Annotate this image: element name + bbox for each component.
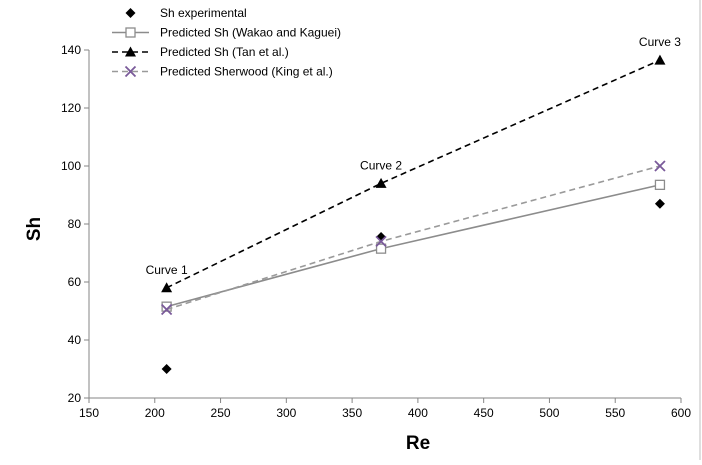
y-tick-label: 120 <box>61 101 81 115</box>
x-tick-label: 250 <box>211 406 231 420</box>
data-point <box>161 364 172 374</box>
legend-label: Predicted Sh (Tan et al.) <box>160 45 289 59</box>
series-layer <box>160 54 666 374</box>
series-line <box>166 165 661 311</box>
data-point <box>654 54 666 65</box>
legend-marker <box>125 27 136 38</box>
data-point <box>654 198 665 209</box>
y-tick-label: 60 <box>68 275 82 289</box>
data-point <box>161 282 173 293</box>
x-tick-label: 550 <box>605 406 625 420</box>
data-point <box>654 160 666 172</box>
y-tick-label: 20 <box>68 391 82 405</box>
x-tick-label: 150 <box>79 406 99 420</box>
data-point <box>160 303 173 316</box>
series-4 <box>160 160 666 316</box>
x-axis-title: Re <box>406 433 430 454</box>
legend-item: Sh experimental <box>125 6 247 20</box>
data-point <box>161 301 172 312</box>
x-tick-label: 500 <box>539 406 559 420</box>
x-tick-label: 300 <box>276 406 296 420</box>
legend-item: Predicted Sh (Tan et al.) <box>112 45 289 59</box>
legend-label: Predicted Sherwood (King et al.) <box>160 65 333 79</box>
series-line <box>166 184 661 308</box>
annotations: Curve 1 Curve 2 Curve 3 <box>146 35 682 277</box>
curve-annotation: Curve 2 <box>360 158 402 172</box>
series-line <box>166 59 661 289</box>
axes: 20 40 60 80 100 120 140 150 200 250 300 350 400 450 50… <box>61 43 691 420</box>
legend-marker <box>125 8 136 18</box>
legend-marker <box>124 65 137 78</box>
legend-label: Sh experimental <box>160 6 247 20</box>
series-2 <box>161 179 666 312</box>
legend-item: Predicted Sherwood (King et al.) <box>112 65 333 79</box>
y-tick-label: 80 <box>68 217 82 231</box>
y-tick-label: 140 <box>61 43 81 57</box>
x-tick-label: 450 <box>474 406 494 420</box>
data-point <box>375 235 387 248</box>
data-point <box>654 179 666 191</box>
curve-annotation: Curve 1 <box>146 263 188 277</box>
curve-annotation: Curve 3 <box>639 35 681 49</box>
series-3 <box>161 54 666 293</box>
y-axis-title: Sh <box>24 217 45 241</box>
legend: Sh experimental Predicted Sh (Wakao and K… <box>112 6 341 79</box>
x-tick-label: 400 <box>408 406 428 420</box>
legend-label: Predicted Sh (Wakao and Kaguei) <box>160 26 341 40</box>
legend-item: Predicted Sh (Wakao and Kaguei) <box>112 26 341 40</box>
legend-marker <box>125 46 136 57</box>
y-tick-label: 40 <box>68 333 82 347</box>
x-tick-label: 600 <box>671 406 691 420</box>
y-tick-label: 100 <box>61 159 81 173</box>
data-point <box>375 177 387 188</box>
data-point <box>375 243 387 254</box>
x-tick-label: 350 <box>342 406 362 420</box>
x-tick-label: 200 <box>145 406 165 420</box>
